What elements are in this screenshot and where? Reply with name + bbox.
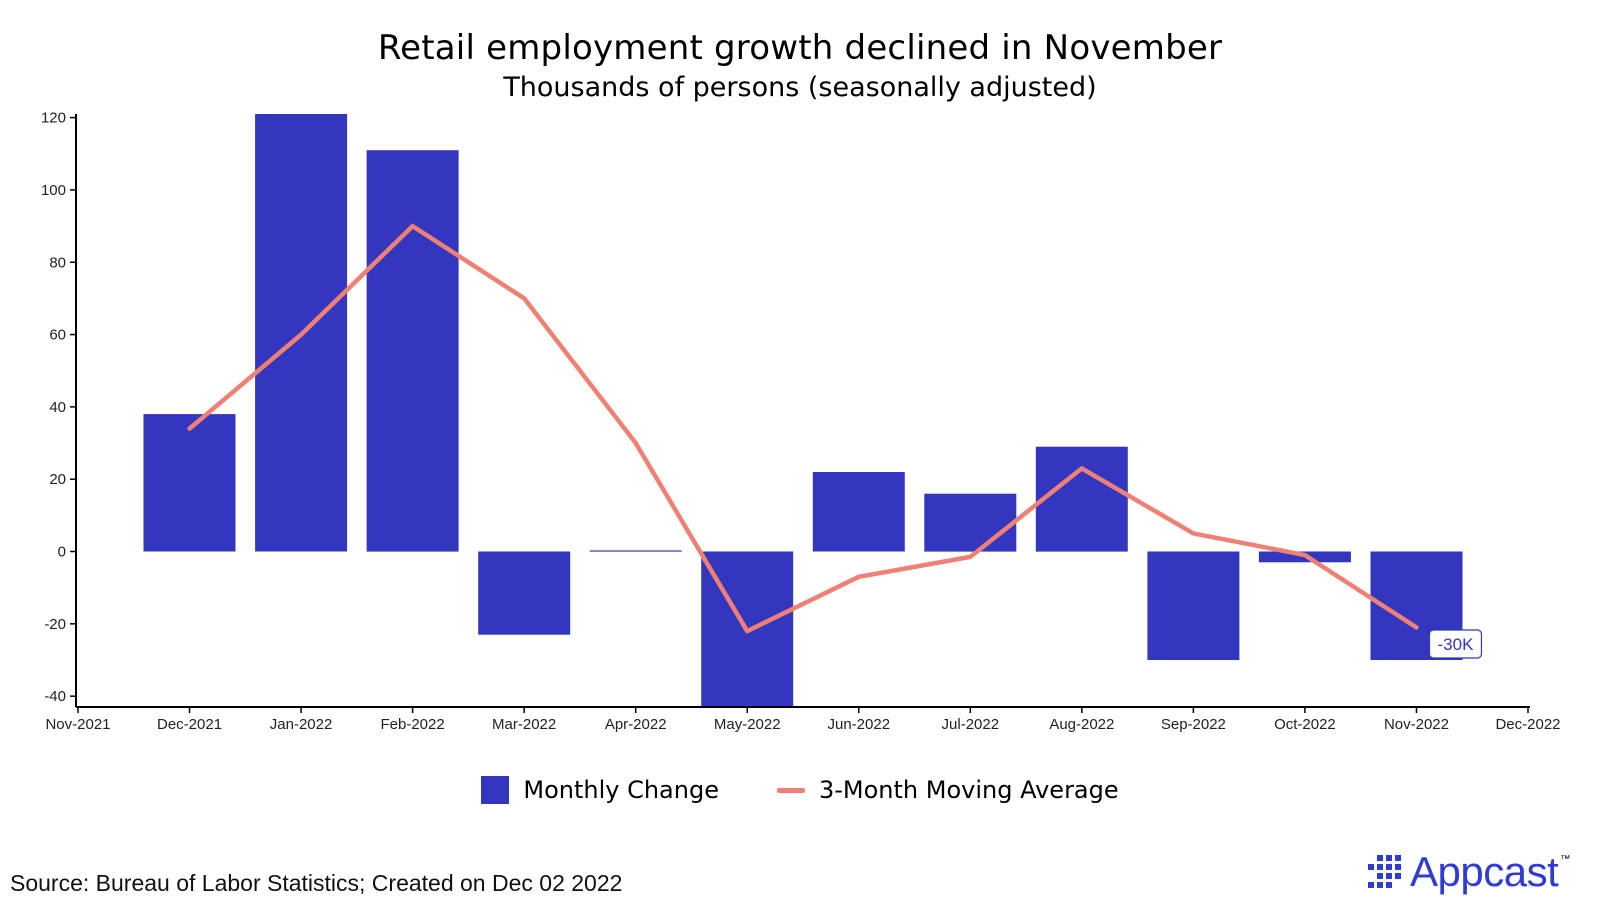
bars-layer [143, 114, 1463, 707]
bar-mar-2022 [478, 551, 571, 635]
chart-plot: -40 -20 0 20 40 60 80 100 120 Nov-2021 Dec-2021 Jan… [41, 110, 1561, 733]
legend-swatch-line [776, 787, 805, 793]
bar-dec-2021 [143, 414, 236, 552]
logo-dot [1377, 855, 1383, 861]
legend-item-moving-average: 3-Month Moving Average [776, 776, 1119, 804]
logo-dot [1377, 873, 1383, 879]
logo-dot [1395, 873, 1401, 879]
legend: Monthly Change 3-Month Moving Average [0, 776, 1600, 804]
bar-feb-2022 [366, 150, 459, 552]
chart-title: Retail employment growth declined in Nov… [377, 28, 1223, 68]
annotation-box [1428, 629, 1483, 659]
y-tick-label: -20 [44, 616, 66, 633]
x-tick-label: Jul-2022 [942, 716, 1000, 733]
y-tick-label: -40 [44, 688, 66, 705]
x-tick-label: Dec-2021 [157, 716, 222, 733]
logo-dot [1377, 882, 1383, 888]
x-tick-label: Mar-2022 [492, 716, 556, 733]
annotation-label: -30K [1438, 635, 1475, 654]
bar-jun-2022 [812, 472, 905, 552]
x-tick-label: Nov-2022 [1384, 716, 1449, 733]
x-tick-label: Jun-2022 [827, 716, 890, 733]
logo-dot [1386, 873, 1392, 879]
y-tick-label: 80 [49, 254, 66, 271]
y-tick-label: 120 [41, 110, 66, 127]
bar-sep-2022 [1147, 551, 1240, 660]
logo-dot [1386, 882, 1392, 888]
y-tick-label: 20 [49, 471, 66, 488]
trademark-mark: ™ [1560, 854, 1571, 865]
legend-label-moving-average: 3-Month Moving Average [818, 776, 1119, 804]
bar-jul-2022 [924, 493, 1017, 552]
x-tick-label: Apr-2022 [605, 716, 667, 733]
legend-item-monthly-change: Monthly Change [481, 776, 719, 804]
logo-text: Appcast [1410, 848, 1559, 895]
x-tick-label: Feb-2022 [381, 716, 445, 733]
bar-apr-2022 [589, 550, 682, 552]
logo-dot [1386, 864, 1392, 870]
logo-dot [1377, 864, 1383, 870]
x-tick-label: Oct-2022 [1274, 716, 1336, 733]
annotation-layer: -30K [1428, 629, 1483, 659]
logo-dot [1368, 882, 1374, 888]
logo-dot [1395, 855, 1401, 861]
legend-label-monthly-change: Monthly Change [523, 776, 719, 804]
logo-dot [1395, 864, 1401, 870]
source-note: Source: Bureau of Labor Statistics; Crea… [10, 870, 623, 896]
x-tick-label: Aug-2022 [1049, 716, 1114, 733]
logo-dot [1386, 855, 1392, 861]
logo-dot [1368, 864, 1374, 870]
x-tick-label: Sep-2022 [1161, 716, 1226, 733]
brand-logo: Appcast ™ [1368, 848, 1570, 896]
line-layer [187, 223, 1419, 634]
x-tick-label: Jan-2022 [270, 716, 333, 733]
y-tick-label: 60 [49, 327, 66, 344]
moving-average-line [187, 223, 1419, 634]
appcast-dots-icon [1368, 855, 1401, 888]
chart-subtitle: Thousands of persons (seasonally adjuste… [503, 72, 1097, 103]
x-tick-label: Nov-2021 [45, 716, 110, 733]
bar-aug-2022 [1035, 446, 1128, 552]
x-tick-label: May-2022 [714, 716, 781, 733]
axes-layer: -40 -20 0 20 40 60 80 100 120 Nov-2021 Dec-2021 Jan… [41, 110, 1561, 733]
y-tick-label: 0 [58, 544, 66, 561]
y-tick-label: 40 [49, 399, 66, 416]
y-tick-label: 100 [41, 182, 66, 199]
x-tick-label: Dec-2022 [1495, 716, 1560, 733]
legend-swatch-bar [481, 776, 510, 804]
